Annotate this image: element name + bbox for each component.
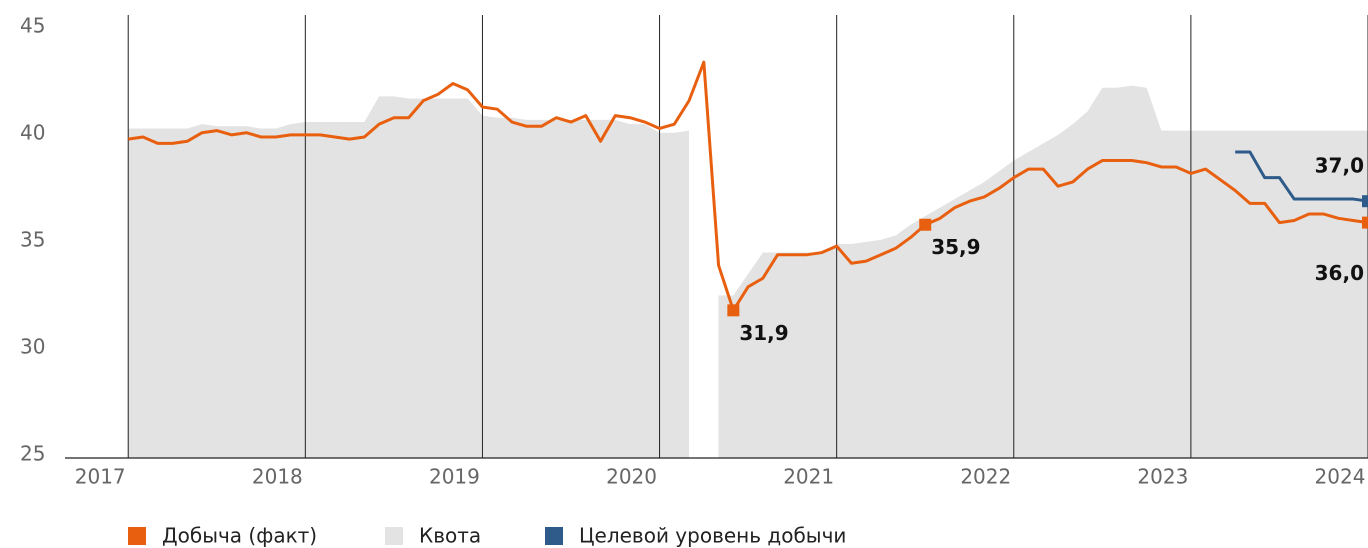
data-label: 37,0 (1315, 154, 1364, 178)
x-tick-label: 2018 (252, 465, 303, 489)
y-tick-label: 40 (20, 121, 45, 145)
data-label: 31,9 (739, 321, 788, 345)
x-tick-label: 2019 (429, 465, 480, 489)
series-line (128, 60, 1368, 312)
x-tick-label: 2023 (1137, 465, 1188, 489)
data-label: 35,9 (931, 235, 980, 259)
point-marker (919, 218, 932, 231)
legend-label: Целевой уровень добычи (579, 524, 846, 548)
x-tick-label: 2017 (75, 465, 126, 489)
quota-area (128, 96, 690, 458)
legend-label: Добыча (факт) (162, 524, 317, 548)
quota-area (718, 85, 1368, 458)
series-line (1235, 150, 1368, 203)
x-tick-label: 2021 (783, 465, 834, 489)
y-tick-label: 45 (20, 14, 45, 38)
point-marker (1362, 216, 1368, 229)
x-tick-label: 2022 (960, 465, 1011, 489)
legend-label: Квота (419, 524, 481, 548)
point-marker (727, 304, 740, 317)
legend-swatch (128, 527, 146, 545)
legend-swatch (385, 527, 403, 545)
legend-swatch (545, 527, 563, 545)
y-tick-label: 25 (20, 442, 45, 466)
y-tick-label: 35 (20, 228, 45, 252)
y-tick-label: 30 (20, 335, 45, 359)
x-tick-label: 2020 (606, 465, 657, 489)
x-tick-label: 2024 (1315, 465, 1366, 489)
point-marker (1362, 195, 1368, 208)
data-label: 36,0 (1315, 261, 1364, 285)
